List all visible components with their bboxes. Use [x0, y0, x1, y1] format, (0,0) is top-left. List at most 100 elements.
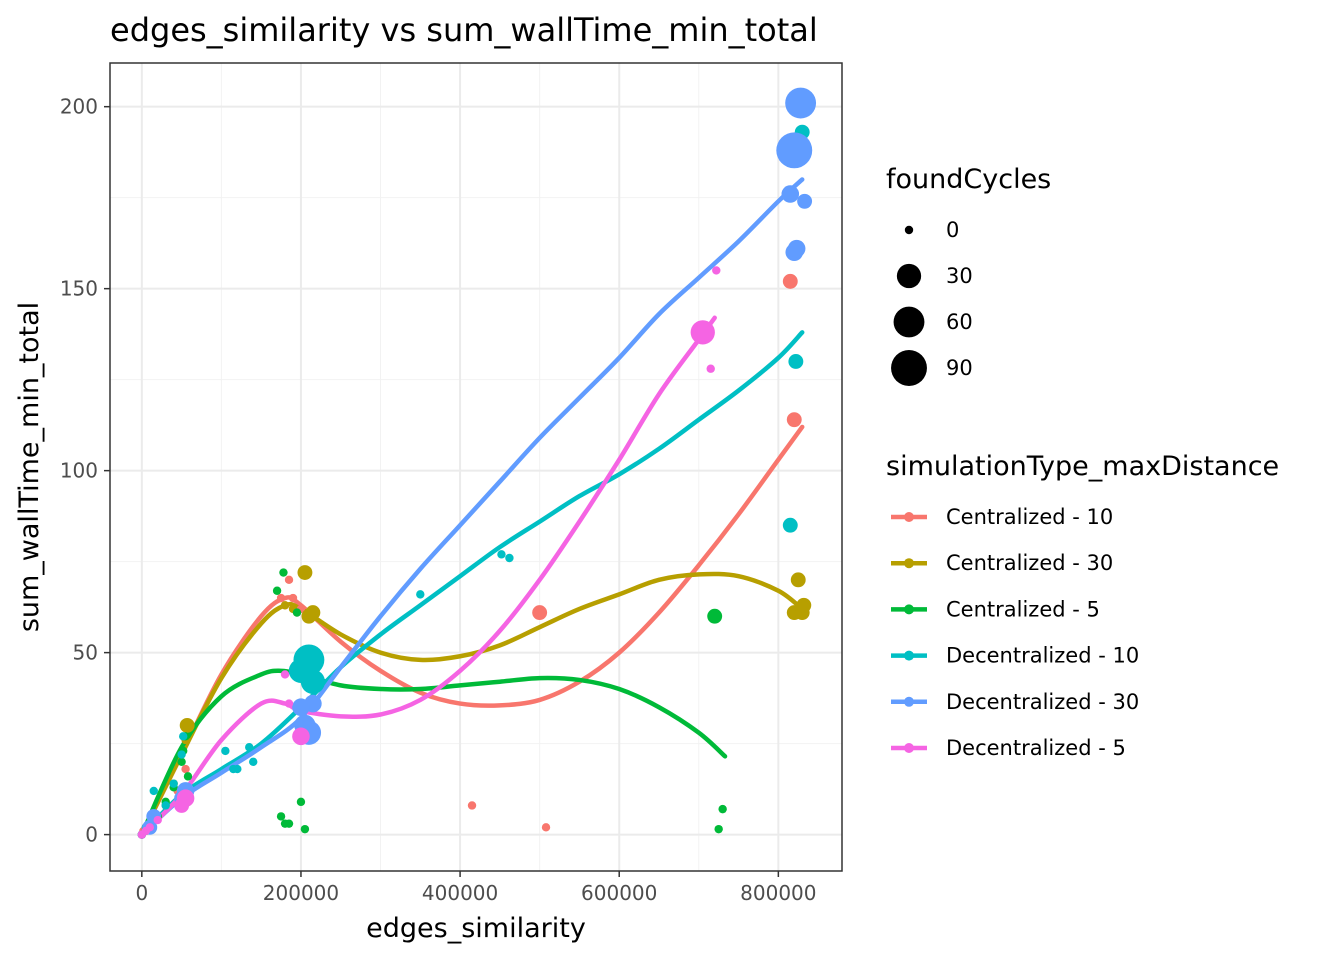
data-point — [297, 565, 313, 580]
color-legend-point — [904, 743, 914, 753]
chart-title: edges_similarity vs sum_wallTime_min_tot… — [110, 11, 818, 49]
data-point — [276, 593, 286, 603]
data-point — [145, 823, 154, 832]
color-legend-point — [904, 558, 914, 569]
data-point — [292, 608, 302, 617]
data-point — [497, 550, 506, 559]
smooth-line — [139, 315, 717, 837]
data-point — [272, 586, 282, 595]
data-point — [782, 517, 798, 533]
data-point — [712, 266, 721, 275]
plot-panel — [110, 63, 842, 871]
size-legend-label: 30 — [946, 264, 973, 288]
color-legend: simulationType_maxDistance Centralized -… — [886, 451, 1279, 760]
data-point — [532, 605, 548, 621]
data-point — [776, 132, 813, 169]
data-point — [249, 757, 258, 767]
smooth-line — [139, 330, 805, 837]
y-axis-title: sum_wallTime_min_total — [14, 302, 45, 632]
data-point — [714, 824, 723, 834]
data-point — [153, 815, 162, 825]
data-point — [790, 572, 806, 588]
data-point — [786, 412, 802, 428]
y-tick-label: 200 — [60, 95, 98, 119]
data-point — [284, 575, 294, 585]
smooth-lines — [139, 177, 805, 837]
data-point — [787, 239, 806, 258]
data-point — [288, 593, 298, 603]
size-legend: foundCycles 0 30 60 90 — [886, 164, 1051, 386]
smooth-line — [139, 177, 805, 837]
color-legend-label: Centralized - 10 — [946, 505, 1113, 529]
data-point — [718, 804, 727, 814]
color-legend-point — [904, 512, 914, 522]
color-legend-point — [904, 696, 914, 707]
x-tick-label: 600000 — [581, 881, 657, 905]
data-point — [797, 193, 813, 209]
size-legend-label: 90 — [946, 356, 973, 380]
data-point — [280, 601, 290, 610]
x-tick-label: 400000 — [422, 881, 498, 905]
data-point — [292, 727, 310, 746]
smooth-line — [139, 424, 805, 837]
data-point — [782, 273, 798, 289]
data-point — [279, 568, 288, 577]
data-point — [169, 779, 178, 788]
data-point — [284, 699, 294, 708]
data-point — [284, 819, 294, 828]
data-point — [177, 750, 186, 759]
data-point — [293, 644, 325, 676]
data-point — [300, 669, 326, 694]
data-point — [177, 757, 186, 767]
data-point — [181, 764, 190, 774]
data-point — [305, 605, 321, 621]
data-point — [292, 698, 310, 717]
color-legend-label: Decentralized - 5 — [946, 736, 1126, 760]
size-legend-key — [891, 350, 927, 386]
data-points — [137, 87, 817, 839]
smooth-line — [139, 571, 805, 837]
data-point — [785, 87, 817, 119]
size-legend-key — [893, 306, 925, 338]
y-tick-label: 50 — [73, 641, 98, 665]
data-point — [221, 746, 230, 756]
data-point — [280, 670, 290, 679]
data-point — [149, 786, 158, 796]
data-point — [176, 789, 195, 807]
y-axis: 0 50 100 150 200 — [60, 95, 110, 847]
data-point — [541, 823, 551, 832]
size-legend-label: 60 — [946, 310, 973, 334]
x-tick-label: 200000 — [263, 881, 339, 905]
y-tick-label: 100 — [60, 459, 98, 483]
color-legend-point — [904, 604, 914, 615]
data-point — [788, 354, 804, 369]
y-tick-label: 0 — [85, 823, 98, 847]
grid-lines — [110, 63, 842, 871]
data-point — [505, 553, 514, 563]
data-point — [245, 743, 254, 752]
data-point — [276, 812, 286, 821]
data-point — [796, 597, 812, 613]
data-point — [416, 590, 425, 599]
data-point — [707, 608, 723, 624]
y-tick-label: 150 — [60, 277, 98, 301]
data-point — [161, 801, 170, 810]
x-tick-label: 800000 — [740, 881, 816, 905]
data-point — [179, 732, 188, 741]
color-legend-point — [904, 650, 914, 661]
data-point — [690, 320, 715, 345]
color-legend-label: Centralized - 30 — [946, 551, 1113, 575]
data-point — [781, 185, 800, 203]
color-legend-label: Decentralized - 10 — [946, 644, 1139, 668]
size-legend-key — [904, 225, 914, 235]
data-point — [467, 801, 477, 810]
data-point — [300, 824, 310, 834]
x-axis: 0 200000 400000 600000 800000 — [135, 871, 817, 905]
size-legend-title: foundCycles — [886, 164, 1051, 195]
color-legend-label: Centralized - 5 — [946, 597, 1100, 621]
data-point — [296, 797, 306, 807]
plot-border — [109, 62, 843, 872]
size-legend-label: 0 — [946, 218, 959, 242]
data-point — [179, 717, 195, 733]
